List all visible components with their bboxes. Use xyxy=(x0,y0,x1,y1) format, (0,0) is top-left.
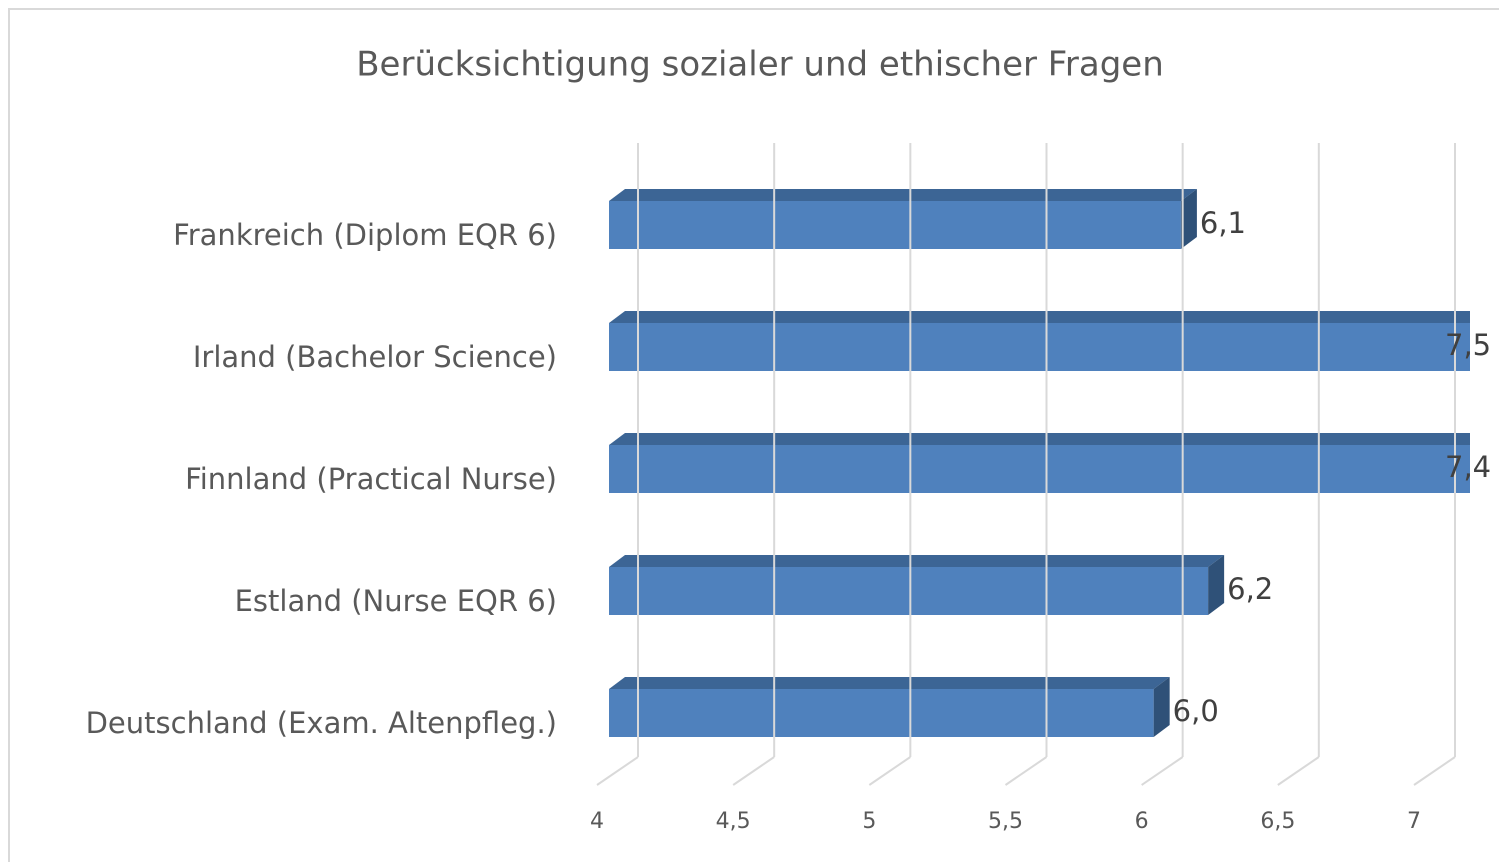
category-label: Irland (Bachelor Science) xyxy=(193,340,557,374)
floor-line xyxy=(1277,756,1320,786)
category-label: Finnland (Practical Nurse) xyxy=(185,462,557,496)
x-tick-label: 5,5 xyxy=(988,809,1023,834)
floor-line xyxy=(1004,756,1048,786)
value-label: 6,1 xyxy=(1200,206,1246,240)
category-label: Estland (Nurse EQR 6) xyxy=(235,584,557,618)
floor-line xyxy=(868,756,911,786)
x-tick-label: 7 xyxy=(1407,809,1421,834)
floor-line xyxy=(1141,756,1184,786)
bar-top xyxy=(609,311,1470,323)
value-label: 7,4 xyxy=(1445,450,1491,484)
bar-side xyxy=(1208,555,1225,615)
bar-side xyxy=(1153,677,1170,737)
bar-front xyxy=(609,201,1181,249)
value-label: 6,0 xyxy=(1173,694,1219,728)
x-tick-label: 4,5 xyxy=(716,809,751,834)
category-label: Frankreich (Diplom EQR 6) xyxy=(173,218,557,252)
bar-top xyxy=(609,555,1225,567)
bar-top xyxy=(609,189,1197,201)
x-tick-label: 6,5 xyxy=(1260,809,1295,834)
bar xyxy=(609,311,1470,371)
bar xyxy=(609,555,1225,615)
floor-line xyxy=(732,756,775,786)
bar-front xyxy=(609,445,1470,493)
bar-top xyxy=(609,677,1170,689)
bar-front xyxy=(609,689,1154,737)
bar-front xyxy=(609,323,1470,371)
x-tick-label: 5 xyxy=(862,809,876,834)
bar xyxy=(609,433,1470,493)
bar xyxy=(609,189,1197,249)
plot-area xyxy=(609,189,1470,737)
floor-line xyxy=(1413,756,1456,786)
chart-title: Berücksichtigung sozialer und ethischer … xyxy=(356,45,1164,85)
x-tick-label: 6 xyxy=(1135,809,1149,834)
floor-line xyxy=(596,756,639,786)
bar xyxy=(609,677,1170,737)
bar-top xyxy=(609,433,1470,445)
bar-side xyxy=(1180,189,1197,249)
value-label: 6,2 xyxy=(1227,572,1273,606)
category-label: Deutschland (Exam. Altenpfleg.) xyxy=(86,706,557,740)
bar-front xyxy=(609,567,1209,615)
x-tick-label: 4 xyxy=(590,809,604,834)
value-label: 7,5 xyxy=(1445,328,1491,362)
